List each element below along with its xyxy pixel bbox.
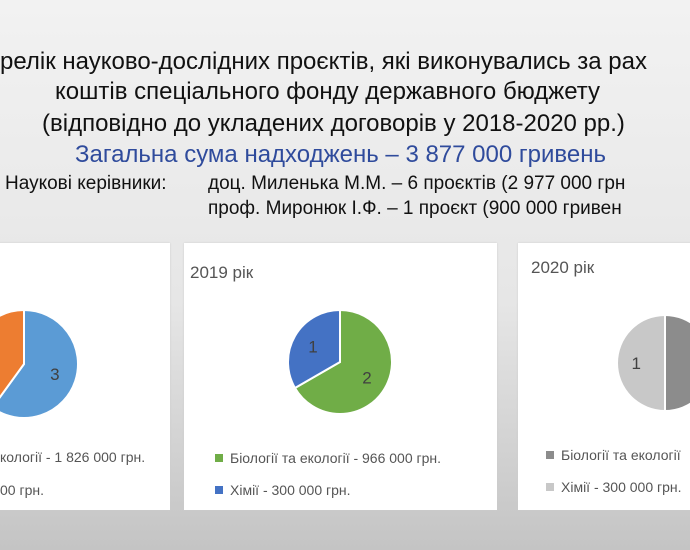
supervisor-2: проф. Миронюк І.Ф. – 1 проєкт (900 000 г… [208,198,622,219]
pie-2019: 21 [287,308,393,415]
title-line-2: коштів спеціального фонду державного бюд… [55,78,601,105]
legend-swatch [546,451,554,459]
pie-slice [0,308,79,419]
legend-label: Хімії - 300 000 грн. [230,482,351,498]
pie-slice [616,313,666,413]
legend-item-biology: кології - 1 826 000 грн. [0,449,146,465]
legend-swatch [215,454,223,462]
legend-swatch [546,483,554,491]
slice-data-label: 2 [362,369,371,388]
pie-slice [287,308,341,390]
legend-label: Біології та екології - 966 000 грн. [230,450,442,466]
chart-2018: 32 кології - 1 826 000 грн. 00 грн. [0,243,170,510]
supervisor-1: доц. Миленька М.М. – 6 проєктів (2 977 0… [208,173,626,194]
legend-swatch [215,486,223,494]
legend-label: Біології та екології [561,447,681,463]
title-line-1: релік науково-дослідних проєктів, які ви… [0,48,647,75]
legend-label: Хімії - 300 000 грн. [561,479,682,495]
total-amount: Загальна сума надходжень – 3 877 000 гри… [75,141,606,168]
slice-data-label: 1 [631,354,640,373]
legend-item-chemistry: 00 грн. [0,482,44,498]
pie-slice [0,308,25,399]
title-line-3: (відповідно до укладених договорів у 201… [42,110,625,137]
pie-2018: 32 [0,308,79,419]
supervisors-label: Наукові керівники: [5,173,167,194]
chart-2020: 2020 рік 1 Біології та екології Хімії - … [518,243,690,510]
legend-item-biology: Біології та екології [546,447,681,463]
chart-title: 2019 рік [190,263,254,282]
slice-data-label: 1 [308,337,317,356]
pie-slice [664,313,690,413]
chart-title: 2020 рік [531,258,595,277]
legend-item-chemistry: Хімії - 300 000 грн. [546,479,682,495]
legend-item-chemistry: Хімії - 300 000 грн. [215,482,351,498]
legend-item-biology: Біології та екології - 966 000 грн. [215,450,441,466]
slice-data-label: 3 [50,365,59,384]
pie-2020: 1 [616,313,690,413]
pie-slice [293,308,393,415]
